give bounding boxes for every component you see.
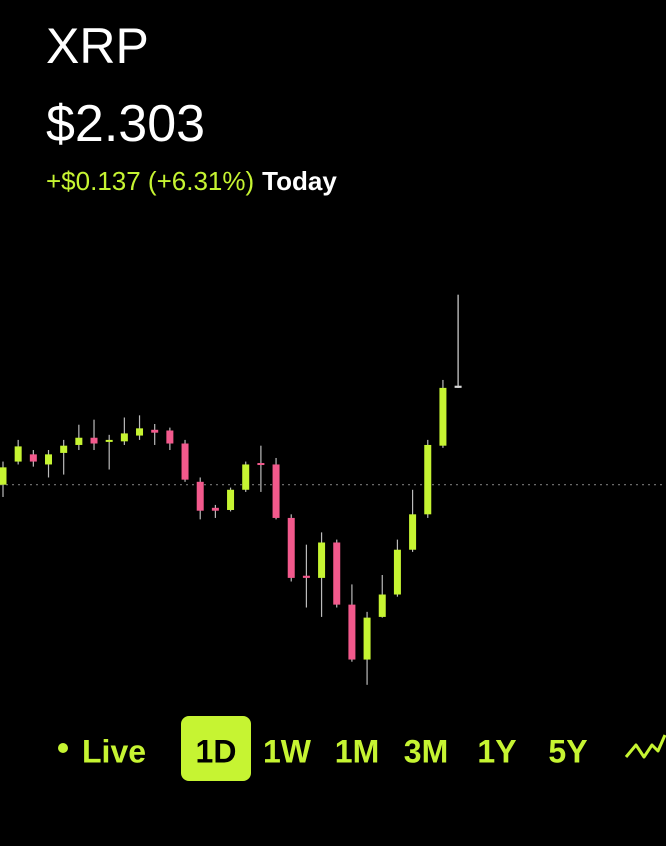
range-tab[interactable]: 1Y: [477, 733, 516, 769]
candle-body: [196, 481, 204, 511]
change: +$0.137 (+6.31%): [46, 166, 254, 196]
candle-body: [227, 489, 235, 510]
candle-body: [45, 454, 53, 465]
change-line: +$0.137 (+6.31%) Today: [46, 166, 337, 196]
candle-body: [378, 594, 386, 617]
candle-body: [333, 542, 341, 605]
candle-body: [242, 464, 250, 490]
range-tab[interactable]: 3M: [404, 733, 448, 769]
candle-body: [29, 454, 37, 462]
candle-body: [14, 446, 22, 462]
candle-body: [105, 439, 113, 442]
candle-body: [424, 444, 432, 515]
range-tab[interactable]: 1W: [263, 733, 312, 769]
candle-body: [287, 517, 295, 578]
symbol: XRP: [46, 18, 149, 74]
range-tabs: Live 1D 1W 1M 3M 1Y 5Y: [58, 716, 588, 781]
candle-body: [318, 542, 326, 578]
candle-body: [302, 575, 310, 578]
candle-body: [136, 428, 144, 436]
price: $2.303: [46, 95, 205, 153]
candle-body: [90, 437, 98, 444]
candle-body: [454, 385, 462, 388]
chart-style-toggle[interactable]: [624, 734, 666, 759]
candle-body: [439, 387, 447, 446]
candle-body: [0, 467, 7, 485]
candle-body: [409, 514, 417, 550]
range-tab[interactable]: 1M: [335, 733, 379, 769]
candle-body: [120, 433, 128, 442]
candle-body: [272, 464, 280, 518]
period: Today: [262, 166, 337, 196]
candle-body: [348, 604, 356, 660]
candle-body: [166, 430, 174, 444]
candle-body: [257, 463, 265, 466]
candlestick-chart: [0, 294, 666, 685]
candle-body: [151, 429, 159, 433]
candle-body: [181, 443, 189, 480]
selected-tab-bg: [181, 716, 251, 781]
candle-body: [75, 437, 83, 445]
range-tab[interactable]: 5Y: [548, 733, 587, 769]
range-tab[interactable]: 1D: [196, 733, 237, 769]
candle-body: [211, 507, 219, 511]
candle-body: [363, 617, 371, 660]
live-dot: [58, 743, 68, 753]
candle-body: [60, 445, 68, 453]
live-tab[interactable]: Live: [82, 733, 146, 769]
candle-body: [393, 549, 401, 595]
